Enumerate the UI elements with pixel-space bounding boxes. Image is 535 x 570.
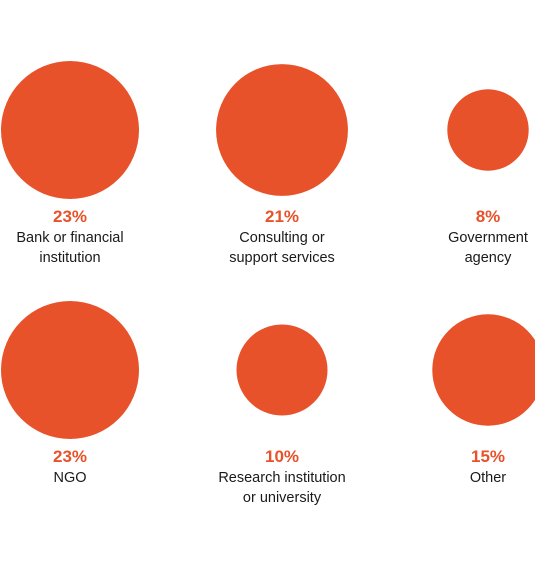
category-label: agency	[465, 250, 513, 266]
bubble	[216, 64, 348, 196]
bubble	[1, 61, 139, 199]
percent-label: 21%	[265, 207, 299, 226]
bubble-item: 8% Government agency	[447, 89, 529, 266]
bubble-item: 23% NGO	[1, 301, 139, 486]
bubble-item: 10% Research institution or university	[218, 324, 346, 506]
bubble	[236, 324, 328, 416]
bubble	[1, 301, 139, 439]
bubble	[432, 314, 535, 426]
category-label: institution	[39, 250, 100, 266]
category-label: NGO	[53, 470, 86, 486]
category-label: Bank or financial	[16, 230, 123, 246]
percent-label: 23%	[53, 207, 87, 226]
category-label: Government	[448, 230, 528, 246]
bubble	[447, 89, 529, 171]
category-label: Consulting or	[239, 230, 325, 246]
category-label: support services	[229, 250, 335, 266]
category-label: Other	[470, 470, 506, 486]
category-label: or university	[243, 490, 322, 506]
percent-label: 15%	[471, 447, 505, 466]
bubble-item: 15% Other	[432, 314, 535, 486]
percent-label: 23%	[53, 447, 87, 466]
bubble-item: 21% Consulting or support services	[216, 64, 348, 266]
percent-label: 8%	[476, 207, 501, 226]
percent-label: 10%	[265, 447, 299, 466]
bubble-item: 23% Bank or financial institution	[1, 61, 139, 266]
category-label: Research institution	[218, 470, 345, 486]
